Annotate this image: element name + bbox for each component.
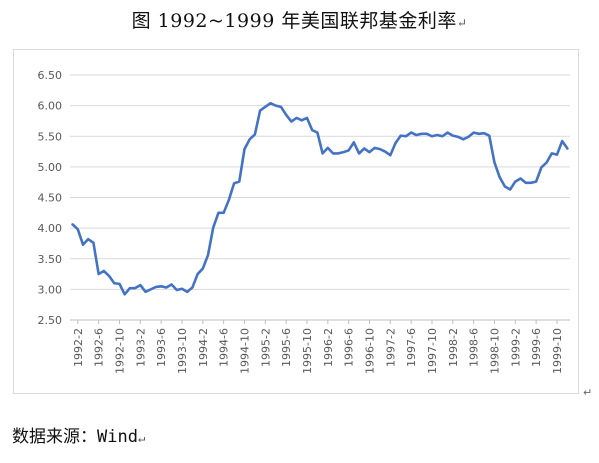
y-tick-label: 5.00: [38, 161, 63, 174]
x-tick-label: 1997-10: [426, 328, 439, 374]
x-tick-label: 1998-2: [447, 328, 460, 367]
y-tick-label: 5.50: [38, 130, 63, 143]
y-tick-label: 6.00: [38, 100, 63, 113]
x-tick-label: 1993-2: [134, 328, 147, 367]
x-tick-label: 1993-10: [176, 328, 189, 374]
x-tick-label: 1992-2: [72, 328, 85, 367]
y-tick-label: 4.50: [38, 192, 63, 205]
x-tick-label: 1995-2: [259, 328, 272, 367]
x-tick-label: 1999-2: [509, 328, 522, 367]
source-note: 数据来源：Wind↵: [12, 427, 146, 447]
chart-area: 6.50 6.00 5.50 5.00 4.50 4.00 3.50 3.00 2.50 1992…: [13, 49, 579, 394]
x-tick-label: 1994-10: [238, 328, 251, 374]
y-tick-label: 4.00: [38, 222, 63, 235]
x-tick-label: 1998-6: [468, 328, 481, 367]
line-chart: 6.50 6.00 5.50 5.00 4.50 4.00 3.50 3.00 2.50 1992…: [38, 69, 570, 374]
y-tick-label: 3.50: [38, 253, 63, 266]
x-tick-label: 1999-6: [530, 328, 543, 367]
x-tick-label: 1998-10: [488, 328, 501, 374]
x-tick-label: 1996-10: [363, 328, 376, 374]
x-tick-label: 1994-6: [218, 328, 231, 367]
x-tick-label: 1995-10: [301, 328, 314, 374]
paragraph-mark: ↵: [583, 386, 593, 399]
x-tick-label: 1994-2: [197, 328, 210, 367]
x-tick-label: 1992-10: [113, 328, 126, 374]
x-tick-label: 1997-6: [405, 328, 418, 367]
x-tick-label: 1996-2: [322, 328, 335, 367]
x-tick-label: 1997-2: [384, 328, 397, 367]
y-tick-label: 3.00: [38, 283, 63, 296]
x-tick-label: 1993-6: [155, 328, 168, 367]
x-tick-label: 1992-6: [93, 328, 106, 367]
x-tick-label: 1996-6: [343, 328, 356, 367]
y-tick-label: 6.50: [38, 69, 63, 82]
x-tick-label: 1999-10: [551, 328, 564, 374]
y-tick-label: 2.50: [38, 314, 63, 327]
chart-title: 图 1992~1999 年美国联邦基金利率↵: [131, 10, 468, 32]
series-line: [71, 101, 569, 296]
x-tick-label: 1995-6: [280, 328, 293, 367]
